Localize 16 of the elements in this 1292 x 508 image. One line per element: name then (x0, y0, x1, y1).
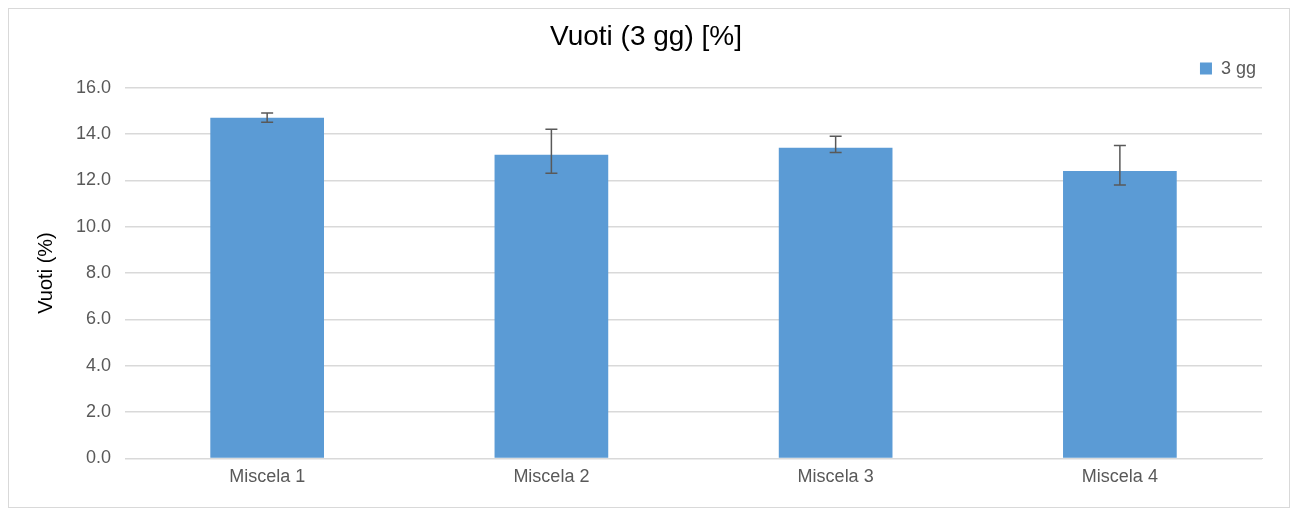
x-tick-label: Miscela 1 (229, 466, 306, 487)
y-tick-label: 6.0 (86, 308, 112, 329)
y-tick-label: 0.0 (86, 447, 112, 468)
y-tick-label: 12.0 (75, 169, 112, 190)
x-tick-label: Miscela 3 (797, 466, 874, 487)
y-tick-label: 14.0 (75, 122, 112, 143)
y-tick-label: 2.0 (86, 401, 112, 422)
y-tick-label: 10.0 (75, 215, 112, 236)
x-tick-label: Miscela 2 (513, 466, 590, 487)
y-tick-label: 8.0 (86, 261, 112, 282)
legend-label: 3 gg (1220, 57, 1257, 78)
y-axis-title: Vuoti (%) (33, 232, 56, 314)
chart-title: Vuoti (3 gg) [%] (550, 19, 742, 51)
y-tick-label: 16.0 (75, 76, 112, 97)
y-tick-label: 4.0 (86, 354, 112, 375)
x-tick-label: Miscela 4 (1081, 466, 1158, 487)
